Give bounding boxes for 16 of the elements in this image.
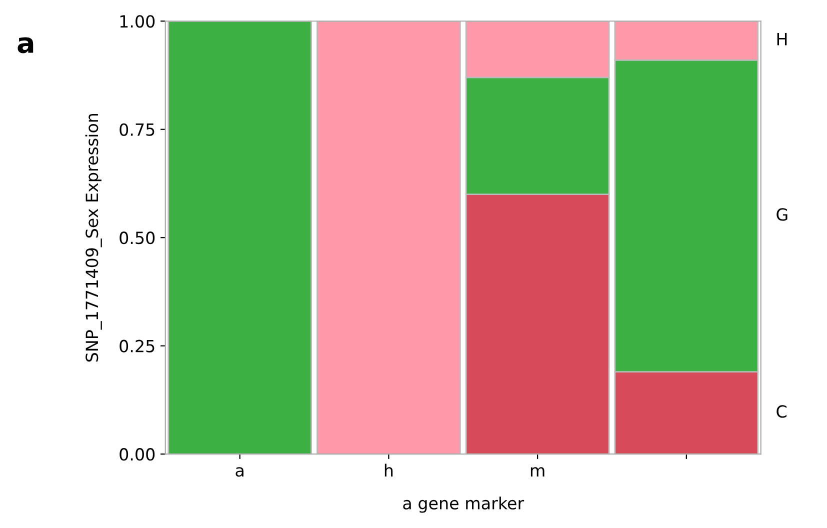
y-tick-label: 0.75 bbox=[120, 123, 154, 136]
x-tick-label: h bbox=[384, 464, 393, 476]
text: a bbox=[18, 37, 34, 54]
x-axis-title: a gene marker bbox=[403, 496, 524, 513]
y-axis-title: SNP_1771409_Sex Expression bbox=[85, 114, 102, 362]
x-tick-label: a bbox=[236, 467, 244, 477]
series-label: H bbox=[777, 33, 787, 46]
series-label: C bbox=[776, 405, 786, 418]
y-tick-label: 0.00 bbox=[120, 448, 155, 461]
y-tick-label: 0.50 bbox=[120, 232, 155, 244]
y-tick-label: 1.00 bbox=[120, 15, 155, 28]
y-tick-label: 0.25 bbox=[120, 340, 154, 352]
series-label: G bbox=[776, 208, 788, 221]
bar bbox=[316, 21, 461, 454]
x-tick-label: m bbox=[530, 467, 544, 476]
bar bbox=[168, 21, 312, 454]
